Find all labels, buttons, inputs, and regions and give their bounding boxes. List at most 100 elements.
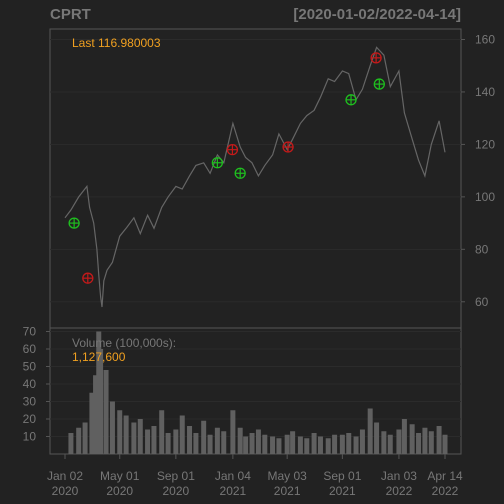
sell-signal-marker xyxy=(82,272,94,284)
x-tick-label-year: 2021 xyxy=(274,484,301,498)
volume-bar xyxy=(290,431,296,454)
volume-bar xyxy=(237,427,243,454)
volume-bar xyxy=(401,419,407,454)
x-tick-label: Jan 03 xyxy=(381,469,417,483)
price-y-tick-label: 120 xyxy=(475,137,495,151)
volume-bar xyxy=(416,433,422,454)
volume-bar xyxy=(179,415,185,454)
volume-bar xyxy=(173,429,179,454)
volume-y-tick-label: 70 xyxy=(23,325,37,339)
volume-bar xyxy=(109,401,115,454)
volume-bar xyxy=(98,349,104,454)
price-line xyxy=(64,46,446,308)
volume-bar xyxy=(82,422,88,454)
volume-bar xyxy=(387,434,393,454)
buy-signal-marker xyxy=(211,157,224,169)
volume-bar xyxy=(325,438,331,454)
volume-y-tick-label: 60 xyxy=(23,342,37,356)
x-tick-label-year: 2021 xyxy=(329,484,356,498)
volume-bar xyxy=(137,419,143,454)
price-y-tick-label: 160 xyxy=(475,32,495,46)
volume-bar xyxy=(214,427,220,454)
volume-bar xyxy=(396,429,402,454)
x-tick-label-year: 2020 xyxy=(106,484,133,498)
price-gridlines xyxy=(50,38,461,303)
sell-signal-marker xyxy=(226,143,239,156)
x-tick-label: Jan 04 xyxy=(215,469,251,483)
price-y-tick-label: 80 xyxy=(475,242,489,256)
volume-bar xyxy=(123,415,129,454)
volume-bar xyxy=(339,434,345,454)
buy-signal-marker xyxy=(373,78,385,90)
volume-y-tick-label: 10 xyxy=(23,430,37,444)
x-tick-label-year: 2022 xyxy=(386,484,413,498)
volume-y-tick-label: 20 xyxy=(23,412,37,426)
volume-bar xyxy=(262,434,268,454)
volume-bar xyxy=(428,431,434,454)
volume-y-axis: 10 20 30 40 50 60 70 xyxy=(23,325,50,444)
legend-last-label: Last xyxy=(72,36,95,50)
volume-y-tick-label: 30 xyxy=(23,395,37,409)
buy-signal-marker xyxy=(234,167,246,179)
volume-bar xyxy=(117,410,123,454)
volume-bar xyxy=(304,438,310,454)
volume-bar xyxy=(332,434,338,454)
price-y-tick-label: 140 xyxy=(475,85,495,99)
volume-bar xyxy=(249,433,255,454)
volume-bar xyxy=(145,429,151,454)
volume-bar xyxy=(165,433,171,454)
volume-bar xyxy=(442,434,448,454)
volume-legend-label: Volume (100,000s): xyxy=(72,336,176,350)
volume-bar xyxy=(422,427,428,454)
volume-bar xyxy=(436,426,442,454)
volume-bar xyxy=(151,426,157,454)
volume-bar xyxy=(409,424,415,454)
volume-bar xyxy=(201,420,207,454)
price-y-tick-label: 100 xyxy=(475,190,495,204)
volume-bar xyxy=(68,433,74,454)
volume-bar xyxy=(131,422,137,454)
volume-bar xyxy=(89,392,95,454)
volume-bar xyxy=(359,429,365,454)
volume-legend-value: 1,127,600 xyxy=(72,350,126,364)
x-tick-label: Apr 14 xyxy=(427,469,463,483)
volume-bar xyxy=(297,436,303,454)
volume-bar xyxy=(276,438,282,454)
x-tick-label-year: 2021 xyxy=(220,484,247,498)
volume-bar xyxy=(193,433,199,454)
volume-bars xyxy=(68,331,448,454)
x-tick-label: Jan 02 xyxy=(47,469,83,483)
chart-title-symbol: CPRT xyxy=(50,6,91,23)
volume-bar xyxy=(159,410,165,454)
x-tick-label-year: 2022 xyxy=(432,484,459,498)
volume-bar xyxy=(270,436,276,454)
x-tick-label: Sep 01 xyxy=(157,469,195,483)
volume-bar xyxy=(187,426,193,454)
chart-title-range: [2020-01-02/2022-04-14] xyxy=(293,6,461,23)
signal-markers xyxy=(68,52,385,284)
volume-bar xyxy=(103,370,109,454)
sell-signal-marker xyxy=(370,52,382,64)
volume-bar xyxy=(230,410,236,454)
buy-signal-marker xyxy=(68,217,80,229)
price-y-axis: 60 80 100 120 140 160 xyxy=(461,32,495,309)
volume-y-tick-label: 50 xyxy=(23,360,37,374)
x-tick-label: May 03 xyxy=(267,469,307,483)
volume-bar xyxy=(243,436,249,454)
volume-bar xyxy=(76,427,82,454)
x-tick-label-year: 2020 xyxy=(52,484,79,498)
volume-bar xyxy=(317,436,323,454)
x-tick-label: Sep 01 xyxy=(323,469,361,483)
price-y-tick-label: 60 xyxy=(475,295,489,309)
volume-bar xyxy=(381,431,387,454)
volume-bar xyxy=(93,375,99,454)
volume-panel xyxy=(49,327,462,455)
volume-bar xyxy=(346,433,352,454)
x-tick-label: May 01 xyxy=(100,469,140,483)
x-tick-label-year: 2020 xyxy=(163,484,190,498)
volume-bar xyxy=(221,431,227,454)
volume-bar xyxy=(284,434,290,454)
